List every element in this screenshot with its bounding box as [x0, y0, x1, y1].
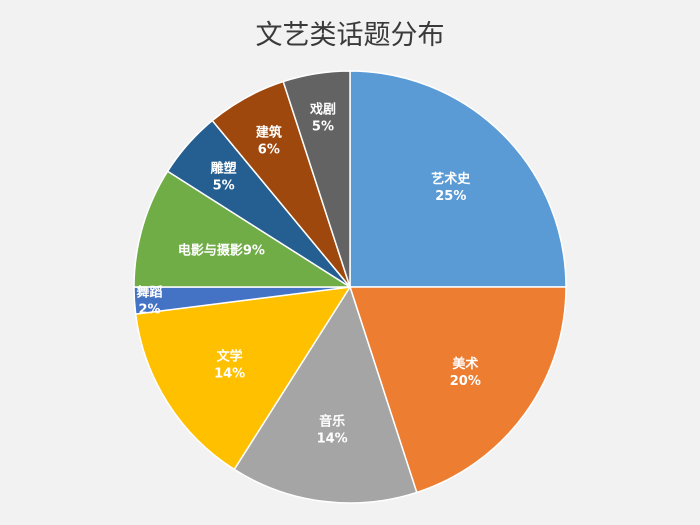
slice-value-1: 20% — [450, 374, 481, 389]
slice-value-7: 6% — [258, 142, 280, 157]
pie-labels: 艺术史 25% 美术 20% 音乐 14% 文学 14% 舞蹈 2% 电影与摄影9% 雕塑 5% 建筑 6%… — [136, 101, 481, 446]
slice-label-5: 电影与摄影9% — [178, 243, 265, 259]
slice-value-0: 25% — [435, 189, 466, 204]
slice-value-3: 14% — [214, 366, 245, 381]
slice-name-6: 雕塑 — [211, 161, 237, 177]
slice-name-2: 音乐 — [319, 413, 345, 429]
slice-name-4: 舞蹈 — [136, 285, 163, 301]
slice-name-1: 美术 — [452, 356, 478, 372]
pie-slice-3 — [134, 286, 352, 471]
slice-name-7: 建筑 — [256, 124, 282, 140]
chart-title: 文艺类话题分布 — [256, 20, 445, 51]
pie-slice-8 — [282, 70, 351, 288]
slice-value-2: 14% — [317, 431, 348, 446]
slice-value-6: 5% — [213, 179, 235, 194]
slice-name-0: 艺术史 — [431, 171, 471, 187]
pie-slice-1 — [348, 286, 567, 494]
pie-slices — [133, 70, 567, 504]
slice-name-3: 文学 — [217, 348, 243, 364]
slice-name-8: 戏剧 — [309, 101, 336, 117]
pie-slice-5 — [133, 170, 353, 288]
pie-slice-0 — [349, 70, 567, 288]
slice-value-4: 2% — [138, 303, 160, 318]
pie-slice-2 — [233, 285, 418, 504]
slice-value-8: 5% — [312, 119, 334, 134]
